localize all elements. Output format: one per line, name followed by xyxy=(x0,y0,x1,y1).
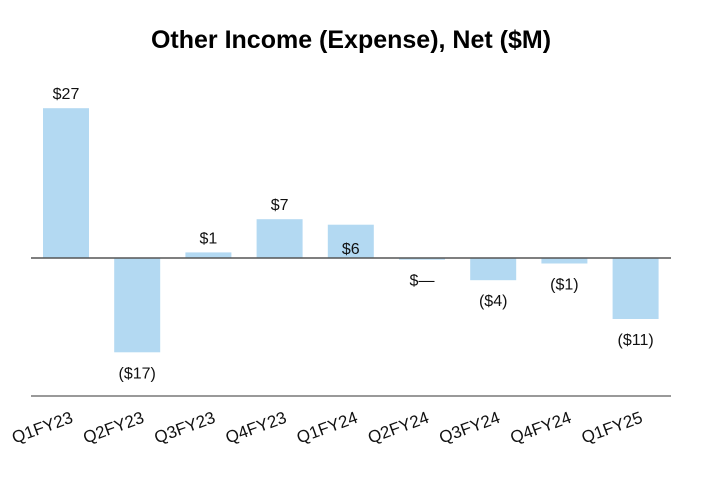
x-tick-q2fy24: Q2FY24 xyxy=(365,408,431,448)
data-label-q1fy24: $6 xyxy=(342,241,360,258)
data-label-q1fy23: $27 xyxy=(53,86,80,103)
bar-q1fy23 xyxy=(43,108,89,258)
data-label-q1fy25: ($11) xyxy=(618,332,654,349)
x-tick-labels-group: Q1FY23 Q2FY23 Q3FY23 Q4FY23 Q1FY24 Q2FY24 Q3FY… xyxy=(9,408,645,448)
data-label-q3fy23: $1 xyxy=(200,230,218,247)
data-label-q4fy24: ($1) xyxy=(550,277,578,294)
data-label-q2fy24: $— xyxy=(410,273,435,290)
bar-q1fy25 xyxy=(612,258,659,319)
x-tick-q1fy23: Q1FY23 xyxy=(9,408,75,448)
data-label-q3fy24: ($4) xyxy=(479,293,507,310)
bar-q1fy24 xyxy=(327,224,374,258)
bar-q2fy24 xyxy=(399,258,445,260)
x-tick-q1fy25: Q1FY25 xyxy=(579,408,645,448)
data-label-q2fy23: ($17) xyxy=(119,365,156,382)
x-tick-q2fy23: Q2FY23 xyxy=(81,408,147,448)
data-labels-group: $27 ($17) $1 $7 $6 $— ($4) ($1) ($11) xyxy=(53,86,654,382)
bar-q4fy24 xyxy=(541,258,588,264)
bar-q4fy23 xyxy=(256,219,303,259)
data-label-q4fy23: $7 xyxy=(271,197,289,214)
x-tick-q4fy23: Q4FY23 xyxy=(223,408,289,448)
x-tick-q3fy23: Q3FY23 xyxy=(152,408,218,448)
x-tick-q1fy24: Q1FY24 xyxy=(294,408,360,448)
bar-q2fy23 xyxy=(114,258,161,353)
bars-group xyxy=(43,108,659,353)
x-tick-q3fy24: Q3FY24 xyxy=(437,408,503,448)
x-tick-q4fy24: Q4FY24 xyxy=(508,408,574,448)
bar-q3fy24 xyxy=(470,258,517,281)
chart-title: Other Income (Expense), Net ($M) xyxy=(150,26,552,54)
bar-q3fy23 xyxy=(185,252,232,258)
